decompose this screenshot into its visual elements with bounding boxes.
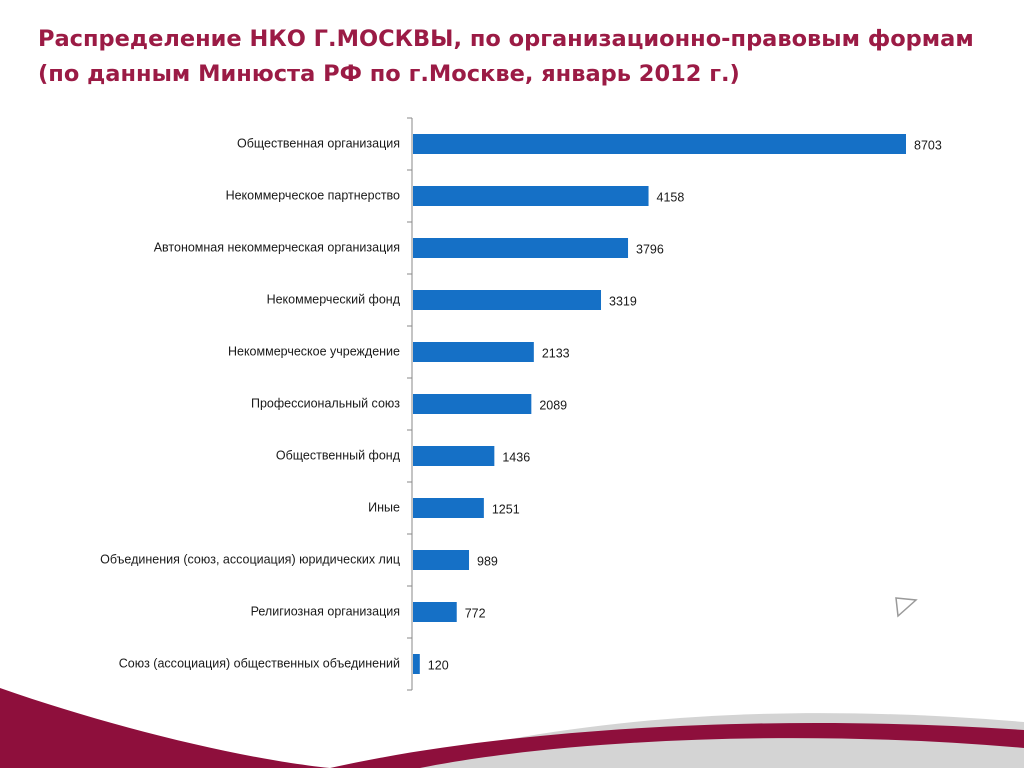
category-label: Объединения (союз, ассоциация) юридическ… bbox=[100, 552, 400, 566]
value-label: 772 bbox=[465, 606, 486, 620]
category-label: Союз (ассоциация) общественных объединен… bbox=[119, 656, 400, 670]
bar bbox=[413, 602, 457, 622]
category-label: Профессиональный союз bbox=[251, 396, 400, 410]
bar bbox=[413, 238, 629, 258]
value-label: 8703 bbox=[914, 138, 942, 152]
category-label: Религиозная организация bbox=[251, 604, 400, 618]
category-label: Некоммерческое партнерство bbox=[226, 188, 400, 202]
axis-layer bbox=[407, 117, 413, 691]
value-label: 3796 bbox=[636, 242, 664, 256]
bar bbox=[413, 394, 532, 414]
bar bbox=[413, 342, 534, 362]
category-label: Общественный фонд bbox=[276, 448, 401, 462]
corner-mark-icon bbox=[895, 597, 918, 618]
slide-title: Распределение НКО Г.МОСКВЫ, по организац… bbox=[38, 26, 974, 87]
category-label: Иные bbox=[368, 500, 400, 514]
bar bbox=[413, 186, 649, 206]
value-label: 989 bbox=[477, 554, 498, 568]
value-label: 120 bbox=[428, 658, 449, 672]
bar bbox=[413, 654, 420, 674]
labels-layer: Общественная организация 8703 Некоммерческ… bbox=[100, 136, 942, 672]
swoosh-dark-band bbox=[0, 688, 330, 768]
category-label: Некоммерческое учреждение bbox=[228, 344, 400, 358]
value-label: 2133 bbox=[542, 346, 570, 360]
swoosh-dark-wave bbox=[330, 722, 1024, 768]
bar bbox=[413, 290, 602, 310]
value-label: 1251 bbox=[492, 502, 520, 516]
category-label: Некоммерческий фонд bbox=[267, 292, 401, 306]
bar bbox=[413, 550, 470, 570]
value-label: 4158 bbox=[657, 190, 685, 204]
value-label: 1436 bbox=[502, 450, 530, 464]
bar bbox=[413, 446, 495, 466]
value-label: 3319 bbox=[609, 294, 637, 308]
value-label: 2089 bbox=[539, 398, 567, 412]
bar bbox=[413, 134, 906, 154]
bar bbox=[413, 498, 484, 518]
category-label: Автономная некоммерческая организация bbox=[154, 240, 400, 254]
bars-layer bbox=[413, 134, 906, 674]
category-label: Общественная организация bbox=[237, 136, 400, 150]
